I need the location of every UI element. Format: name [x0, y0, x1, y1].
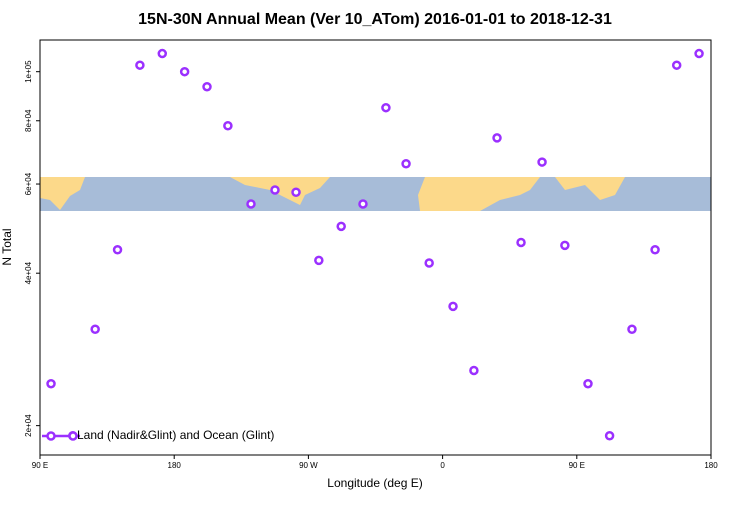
x-tick-label: 90 E: [32, 461, 48, 470]
point: [314, 255, 324, 266]
point: [424, 258, 434, 268]
point: [179, 66, 190, 77]
y-tick-label: 4e+04: [24, 261, 33, 284]
point: [270, 185, 280, 195]
point: [537, 157, 547, 167]
point: [448, 301, 458, 312]
point: [291, 187, 301, 197]
point: [381, 102, 391, 113]
legend-label: Land (Nadir&Glint) and Ocean (Glint): [77, 428, 274, 442]
point: [336, 221, 346, 232]
point: [401, 158, 411, 169]
point: [135, 60, 145, 70]
point: [46, 378, 56, 389]
y-axis-label: N Total: [0, 228, 14, 265]
point: [492, 133, 502, 143]
point: [112, 245, 123, 255]
y-tick-label: 2e+04: [24, 414, 33, 437]
point: [583, 378, 593, 389]
point: [157, 48, 168, 59]
point: [627, 324, 637, 335]
point: [223, 121, 233, 131]
point: [650, 245, 660, 255]
x-tick-label: 90 E: [569, 461, 585, 470]
plot-frame: [39, 39, 712, 456]
point: [560, 240, 570, 251]
x-axis-label: Longitude (deg E): [327, 476, 422, 490]
point: [202, 81, 212, 92]
point: [604, 431, 615, 441]
point: [246, 199, 256, 209]
y-tick-label: 6e+04: [24, 172, 33, 195]
map-strip: [40, 177, 711, 211]
point: [671, 60, 682, 70]
point: [358, 199, 368, 209]
point: [90, 324, 100, 335]
point: [694, 48, 704, 59]
point: [469, 365, 479, 376]
x-tick-label: 180: [704, 461, 718, 470]
legend-marker: [68, 431, 78, 441]
legend-marker: [46, 431, 56, 441]
chart-title: 15N-30N Annual Mean (Ver 10_ATom) 2016-0…: [138, 11, 612, 28]
y-tick-label: 1e+05: [24, 60, 33, 83]
x-tick-label: 180: [168, 461, 182, 470]
y-tick-label: 8e+04: [24, 109, 33, 132]
x-tick-label: 0: [440, 461, 445, 470]
point: [516, 237, 526, 248]
x-tick-label: 90 W: [299, 461, 318, 470]
